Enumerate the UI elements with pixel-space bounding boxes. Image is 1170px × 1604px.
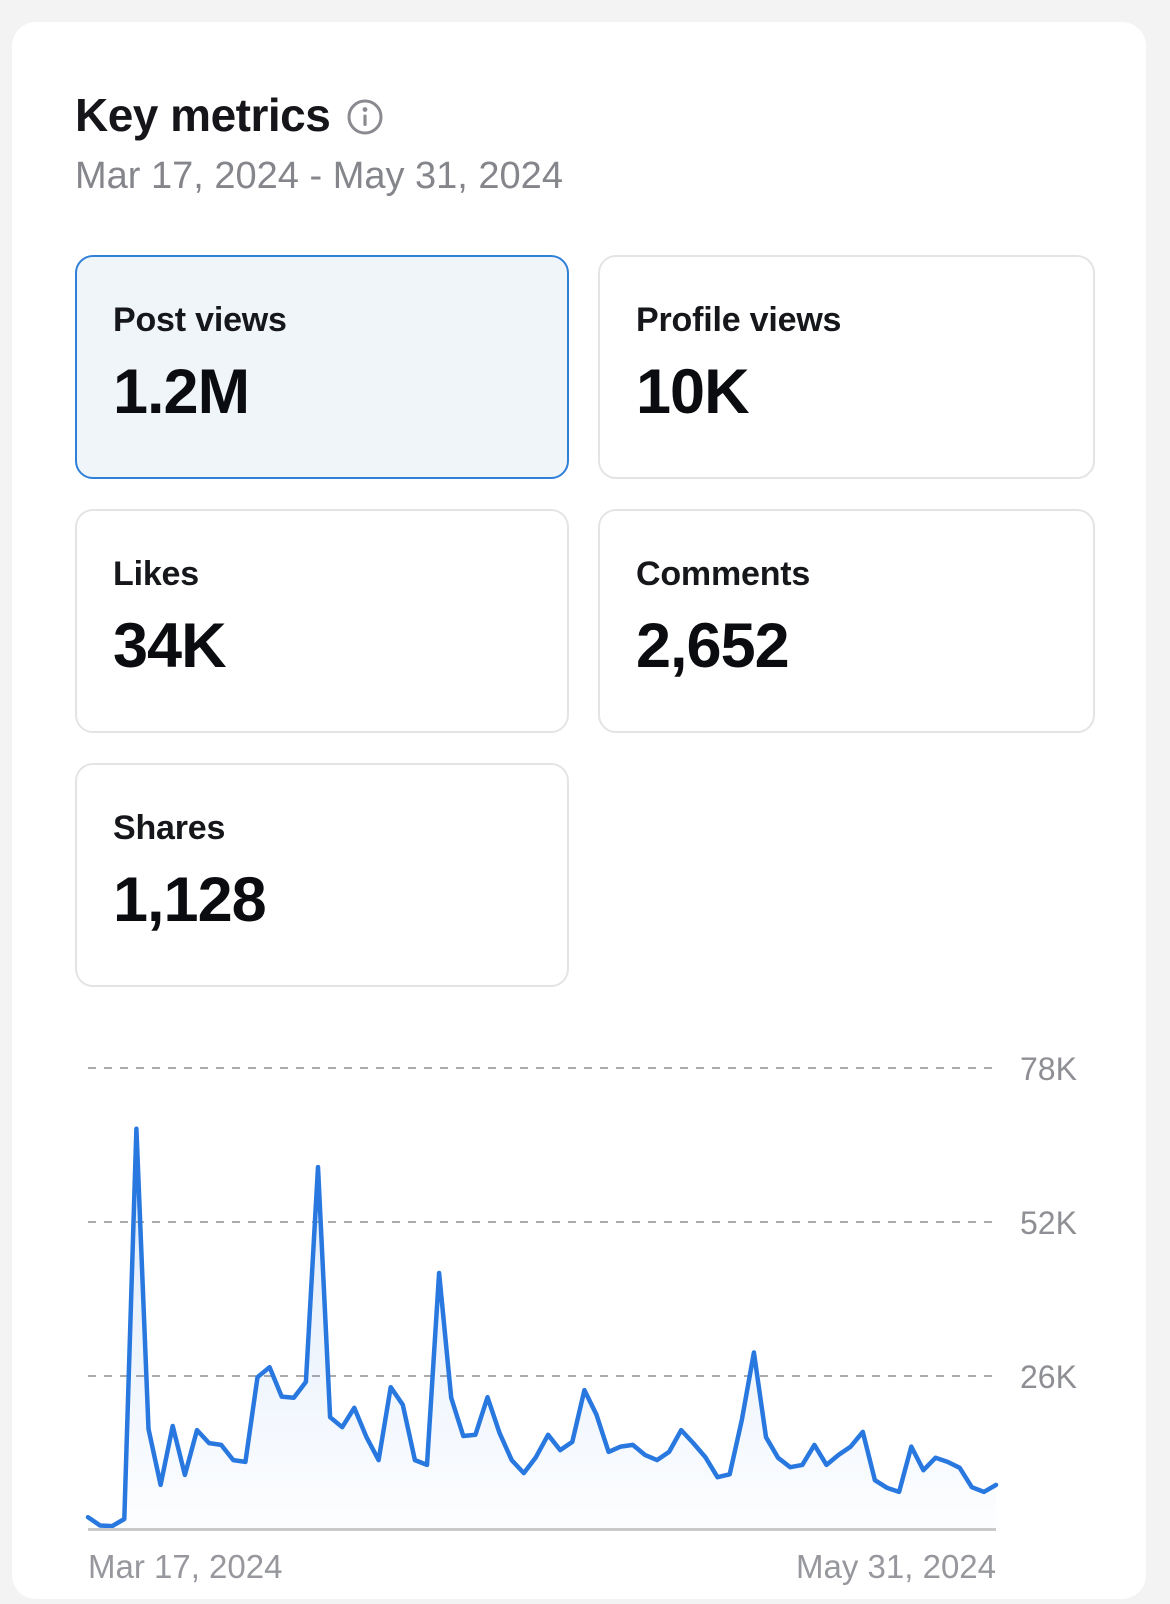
metric-card-likes[interactable]: Likes 34K	[75, 509, 569, 733]
y-tick-52k: 52K	[1020, 1205, 1077, 1241]
info-icon[interactable]	[346, 98, 384, 136]
metric-label: Shares	[113, 809, 226, 847]
date-range: Mar 17, 2024 - May 31, 2024	[75, 154, 563, 197]
metric-label: Post views	[113, 301, 287, 339]
page-title: Key metrics	[75, 89, 331, 141]
header: Key metrics Mar 17, 2024 - May 31, 2024	[75, 90, 563, 198]
metric-card-shares[interactable]: Shares 1,128	[75, 763, 569, 987]
y-tick-78k: 78K	[1020, 1051, 1077, 1087]
metric-card-profile-views[interactable]: Profile views 10K	[598, 255, 1095, 479]
metric-label: Likes	[113, 555, 199, 593]
y-tick-labels: 78K 52K 26K	[1020, 1051, 1077, 1395]
chart-line	[85, 1126, 999, 1529]
metric-value: 10K	[636, 357, 750, 427]
post-views-chart[interactable]: 78K 52K 26K Mar 17, 2024 May 31, 2024	[12, 1022, 1146, 1599]
metric-card-comments[interactable]: Comments 2,652	[598, 509, 1095, 733]
metric-label: Profile views	[636, 301, 842, 339]
x-axis-labels: Mar 17, 2024 May 31, 2024	[88, 1548, 996, 1585]
y-tick-26k: 26K	[1020, 1359, 1077, 1395]
metric-value: 1.2M	[113, 357, 250, 427]
metric-value: 2,652	[636, 611, 790, 681]
metric-cards: Post views 1.2M Profile views 10K Likes …	[75, 255, 1095, 987]
y-gridlines	[88, 1067, 996, 1377]
metric-value: 34K	[113, 611, 227, 681]
metric-label: Comments	[636, 555, 811, 593]
key-metrics-panel: Key metrics Mar 17, 2024 - May 31, 2024 …	[12, 22, 1146, 1599]
x-label-start: Mar 17, 2024	[88, 1548, 282, 1585]
metric-value: 1,128	[113, 865, 267, 935]
metric-card-post-views[interactable]: Post views 1.2M	[75, 255, 569, 479]
x-label-end: May 31, 2024	[796, 1548, 996, 1585]
chart-area-fill	[88, 1128, 996, 1529]
